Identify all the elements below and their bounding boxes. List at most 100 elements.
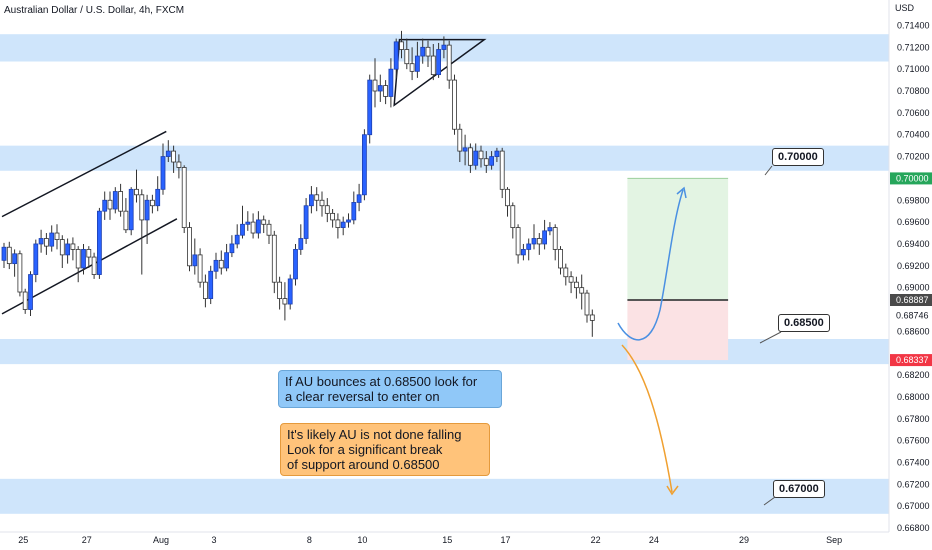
price-tag-gray: 0.68887 bbox=[890, 294, 932, 307]
candle-body bbox=[340, 221, 346, 228]
candle bbox=[160, 143, 166, 195]
candle bbox=[372, 58, 378, 108]
candle-body bbox=[377, 85, 383, 92]
candle-body bbox=[383, 85, 389, 97]
candle bbox=[6, 241, 12, 270]
candle bbox=[499, 147, 505, 199]
candle bbox=[361, 129, 367, 201]
candle-body bbox=[441, 44, 447, 50]
candle-body bbox=[473, 150, 479, 166]
candle bbox=[202, 274, 208, 308]
candle bbox=[489, 151, 495, 170]
candle-body bbox=[17, 253, 23, 293]
candle-body bbox=[49, 232, 55, 247]
candle bbox=[176, 154, 182, 179]
candle bbox=[149, 194, 155, 214]
candle-body bbox=[287, 278, 293, 305]
candle-body bbox=[213, 259, 219, 272]
candle-body bbox=[176, 161, 182, 168]
candle-body bbox=[489, 156, 495, 166]
candle bbox=[155, 176, 161, 212]
candle bbox=[446, 40, 452, 89]
candle-body bbox=[372, 79, 378, 92]
candle bbox=[314, 187, 320, 212]
candle bbox=[404, 38, 410, 70]
candle-body bbox=[144, 199, 150, 221]
candle bbox=[107, 191, 113, 220]
price-tag-red: 0.68337 bbox=[890, 354, 932, 367]
candle bbox=[568, 271, 574, 294]
candle bbox=[515, 224, 521, 264]
candle-body bbox=[589, 314, 595, 321]
candle-body bbox=[208, 270, 214, 299]
level-label-upper[interactable]: 0.70000 bbox=[772, 148, 824, 166]
candle bbox=[473, 143, 479, 170]
x-tick-label: 25 bbox=[18, 535, 28, 545]
price-tag-plain: 0.68746 bbox=[896, 310, 929, 320]
x-tick-label: Aug bbox=[153, 535, 169, 545]
candle-body bbox=[255, 219, 261, 234]
price-tag-bg bbox=[890, 354, 932, 367]
candle bbox=[467, 143, 473, 173]
candle bbox=[420, 38, 426, 64]
candle-body bbox=[563, 267, 569, 278]
zone-1 bbox=[0, 145, 889, 171]
candle bbox=[271, 230, 277, 294]
stop-zone bbox=[627, 300, 729, 361]
candle-body bbox=[81, 249, 86, 269]
candle bbox=[86, 246, 92, 268]
candle-body bbox=[467, 147, 473, 166]
candle-body bbox=[112, 191, 118, 210]
y-tick-label: 0.71200 bbox=[897, 42, 930, 52]
price-tag-label: 0.68746 bbox=[896, 310, 929, 320]
time-axis-ticks: 25 27 Aug 3 8 10 15 17 22 24 29 Sep bbox=[18, 535, 842, 545]
candle-body bbox=[123, 210, 129, 231]
candle bbox=[436, 42, 442, 78]
x-tick-label: 10 bbox=[357, 535, 367, 545]
candle bbox=[584, 289, 590, 323]
level-label-middle[interactable]: 0.68500 bbox=[778, 314, 830, 332]
candle bbox=[377, 74, 383, 102]
candle-body bbox=[547, 227, 553, 232]
candle bbox=[346, 213, 351, 228]
price-axis-ticks: 0.71400 0.71200 0.71000 0.70800 0.70600 0.704… bbox=[897, 20, 930, 533]
candle bbox=[574, 276, 579, 299]
candle-body bbox=[192, 254, 198, 267]
candle bbox=[335, 213, 341, 239]
candle-body bbox=[335, 219, 341, 228]
candle bbox=[134, 169, 139, 203]
candle bbox=[293, 243, 298, 286]
candle-body bbox=[187, 227, 192, 267]
candle-body bbox=[160, 156, 166, 190]
level-label-lower[interactable]: 0.67000 bbox=[773, 480, 825, 498]
long-position-tool[interactable] bbox=[627, 177, 729, 361]
bounce-annotation[interactable]: If AU bounces at 0.68500 look for a clea… bbox=[278, 370, 502, 408]
candle bbox=[171, 145, 177, 173]
currency-label: USD bbox=[895, 3, 915, 13]
candle bbox=[44, 233, 49, 255]
candle bbox=[28, 271, 33, 317]
candle-body bbox=[1, 246, 7, 261]
candle-body bbox=[361, 134, 367, 196]
x-tick-label: 29 bbox=[739, 535, 749, 545]
candle-body bbox=[436, 49, 442, 76]
candle bbox=[287, 274, 293, 310]
x-tick-label: 15 bbox=[442, 535, 452, 545]
candle-body bbox=[574, 281, 579, 289]
candle bbox=[197, 248, 203, 288]
candle-body bbox=[139, 194, 145, 221]
fall-annotation[interactable]: It's likely AU is not done falling Look … bbox=[280, 423, 490, 476]
candle-body bbox=[197, 254, 203, 283]
candle bbox=[308, 186, 314, 214]
candle-body bbox=[346, 219, 351, 223]
candle-body bbox=[483, 158, 489, 166]
candle bbox=[266, 219, 272, 244]
y-tick-label: 0.66800 bbox=[897, 523, 930, 533]
y-tick-label: 0.68200 bbox=[897, 370, 930, 380]
candle bbox=[494, 147, 500, 163]
candle-body bbox=[28, 274, 33, 310]
y-tick-label: 0.69800 bbox=[897, 195, 930, 205]
bullish-arrowhead bbox=[676, 186, 687, 199]
candle-body bbox=[308, 194, 314, 207]
